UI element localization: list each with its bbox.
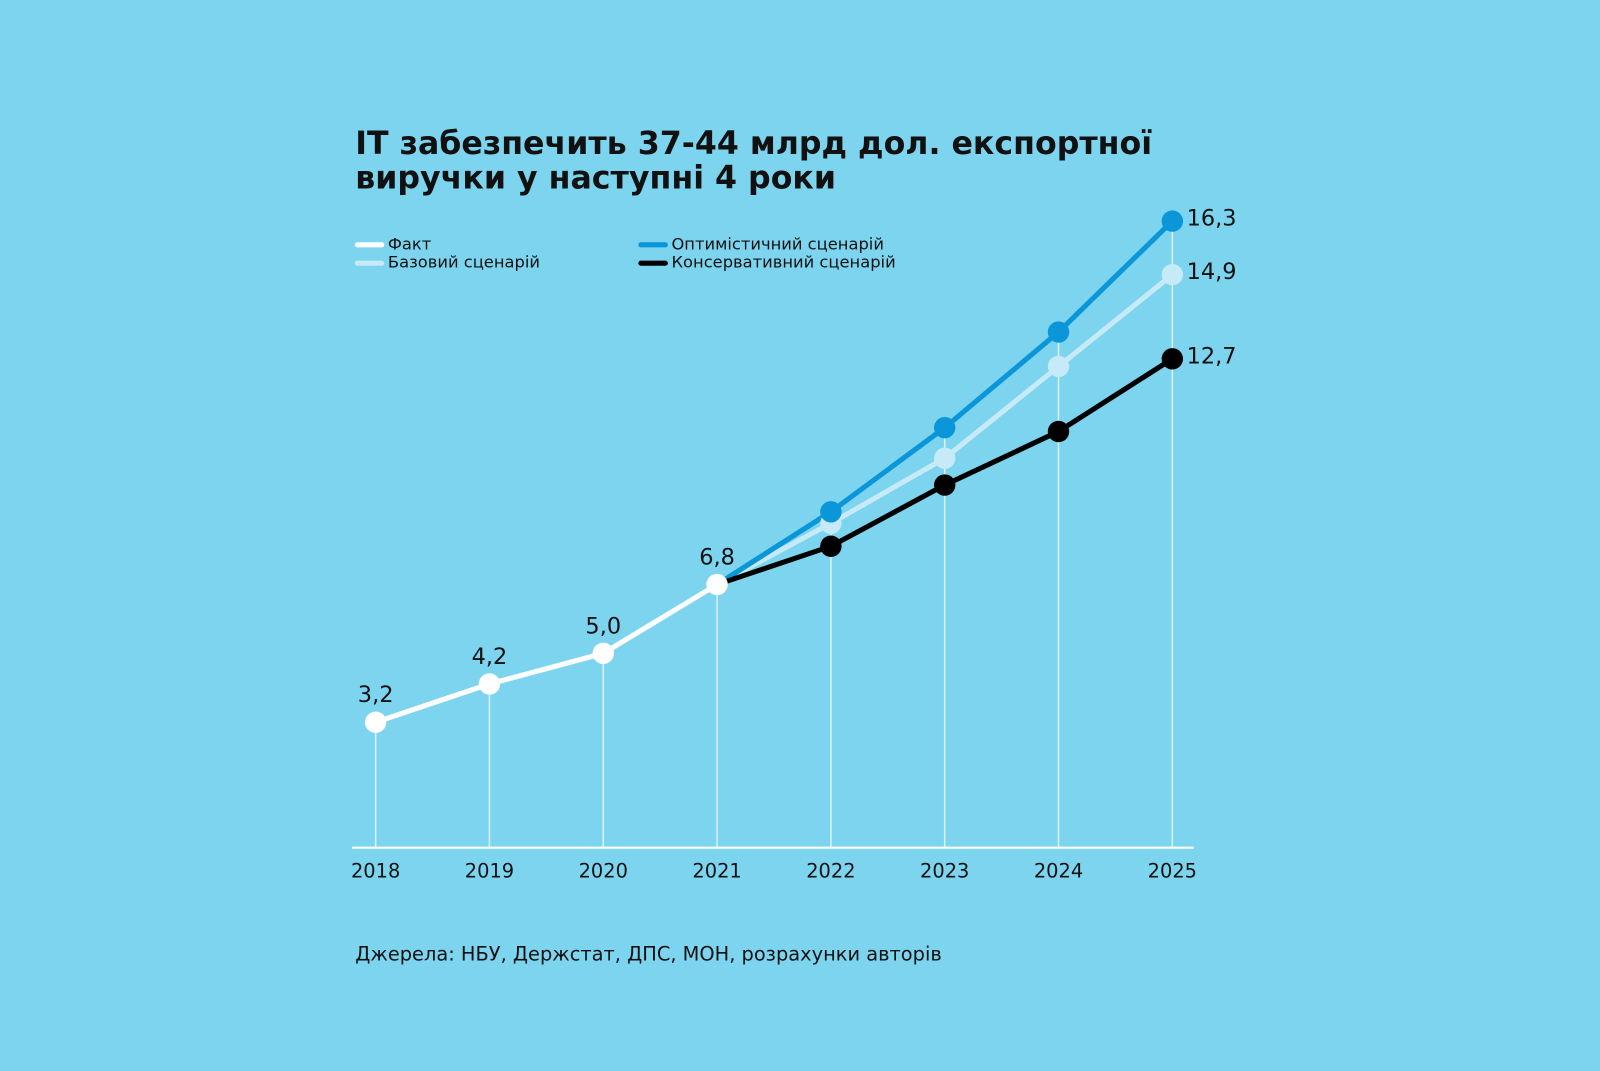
source: Джерела: НБУ, Держстат, ДПС, МОН, розрах… [355,942,942,965]
value-label: 3,2 [358,682,394,708]
point [933,474,956,496]
point [1161,210,1184,232]
point [820,535,842,557]
point [1161,348,1184,370]
x-tick-label: 2021 [692,860,741,883]
point [364,711,387,733]
legend-label: Базовий сценарій [388,253,540,272]
value-label: 14,9 [1187,259,1237,285]
x-tick-label: 2025 [1148,860,1197,883]
legend-label: Консервативний сценарій [671,253,895,272]
point [1047,321,1070,343]
x-tick-label: 2018 [351,860,400,883]
value-label: 12,7 [1187,343,1237,369]
x-tick-label: 2020 [579,860,628,883]
title-box: IT забезпечить 37-44 млрд дол. експортно… [355,126,1153,197]
x-tick-label: 2023 [920,860,969,883]
legend-label: Оптимістичний сценарій [671,234,883,253]
value-label: 5,0 [585,613,621,639]
x-tick-label: 2019 [465,860,514,883]
x-tick-label: 2022 [806,860,855,883]
chart-title: IT забезпечить 37-44 млрд дол. експортно… [355,126,1153,197]
point [706,573,728,596]
point [933,416,956,439]
series-line [374,582,719,725]
value-label: 4,2 [472,644,508,670]
value-label: 6,8 [699,544,735,570]
point [1161,263,1184,286]
legend-label: Факт [388,234,432,253]
point [1047,355,1070,378]
point [1047,420,1070,443]
point [478,673,501,695]
point [820,501,842,523]
point [933,447,956,469]
value-label: 16,3 [1187,206,1237,232]
x-tick-label: 2024 [1034,860,1083,883]
point [592,642,614,665]
